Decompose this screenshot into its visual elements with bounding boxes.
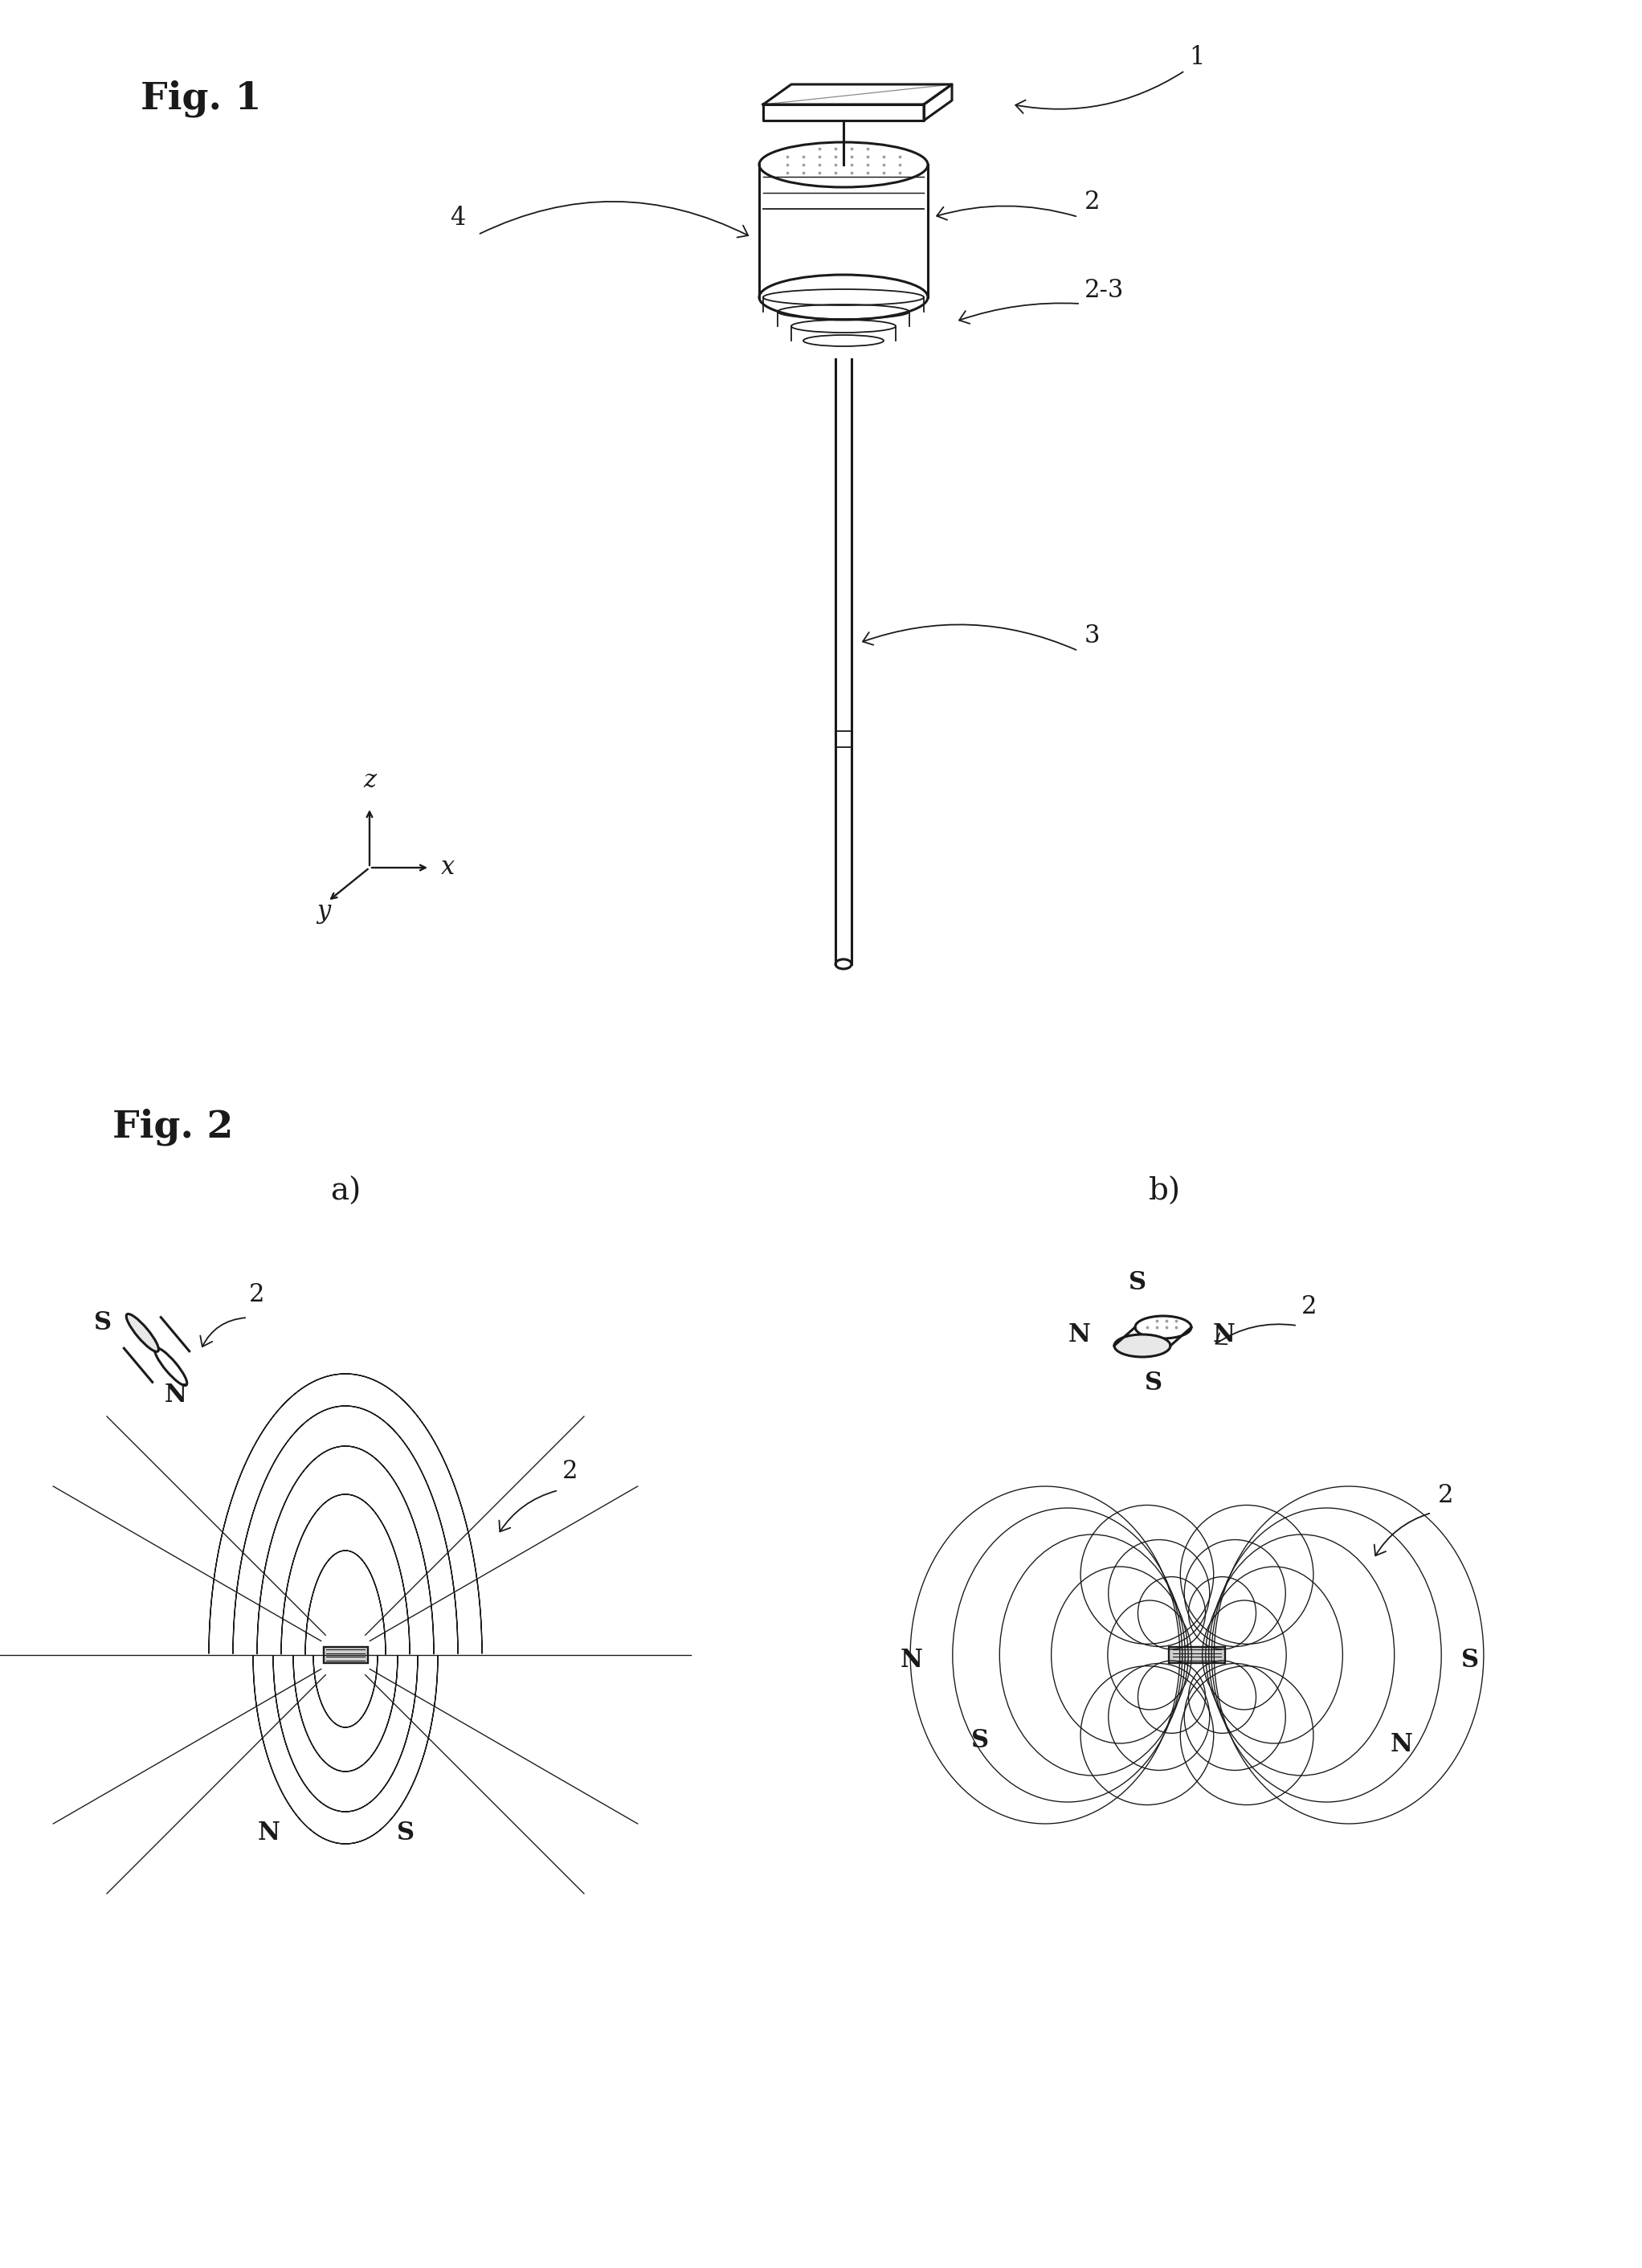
FancyBboxPatch shape (1169, 1647, 1225, 1662)
Text: b): b) (1149, 1177, 1181, 1207)
Text: 1: 1 (1189, 45, 1205, 70)
Text: 2: 2 (1084, 191, 1100, 215)
Text: a): a) (330, 1177, 361, 1207)
Text: S: S (397, 1821, 414, 1846)
Ellipse shape (1115, 1334, 1171, 1356)
Text: z: z (363, 769, 376, 794)
FancyArrowPatch shape (499, 1490, 557, 1531)
Text: Fig. 2: Fig. 2 (112, 1109, 233, 1145)
Text: S: S (970, 1728, 988, 1753)
Text: Fig. 1: Fig. 1 (141, 79, 261, 118)
Text: 2: 2 (1302, 1295, 1317, 1320)
Ellipse shape (836, 959, 852, 968)
FancyArrowPatch shape (479, 202, 749, 238)
FancyArrowPatch shape (1215, 1325, 1296, 1345)
FancyBboxPatch shape (323, 1647, 368, 1662)
Text: N: N (1069, 1322, 1090, 1347)
FancyArrowPatch shape (862, 624, 1076, 651)
FancyArrowPatch shape (938, 206, 1076, 220)
Text: 3: 3 (1084, 624, 1100, 649)
Text: x: x (442, 855, 455, 880)
Text: N: N (1391, 1733, 1414, 1758)
Text: N: N (900, 1649, 923, 1674)
FancyArrowPatch shape (200, 1318, 245, 1347)
Text: S: S (1144, 1370, 1163, 1395)
Text: S: S (1461, 1649, 1479, 1674)
FancyArrowPatch shape (959, 304, 1079, 324)
Text: N: N (1213, 1322, 1235, 1347)
FancyArrowPatch shape (1016, 73, 1182, 113)
Text: 2-3: 2-3 (1084, 279, 1125, 304)
Text: N: N (258, 1821, 281, 1846)
Text: N: N (164, 1383, 187, 1408)
Text: S: S (94, 1311, 112, 1336)
Text: 2: 2 (250, 1281, 264, 1306)
Text: 2: 2 (562, 1458, 578, 1483)
Text: y: y (317, 900, 330, 925)
Ellipse shape (126, 1313, 159, 1352)
Text: 4: 4 (450, 206, 465, 231)
Text: 2: 2 (1438, 1483, 1453, 1508)
FancyArrowPatch shape (1374, 1513, 1430, 1556)
Text: S: S (1128, 1270, 1146, 1295)
